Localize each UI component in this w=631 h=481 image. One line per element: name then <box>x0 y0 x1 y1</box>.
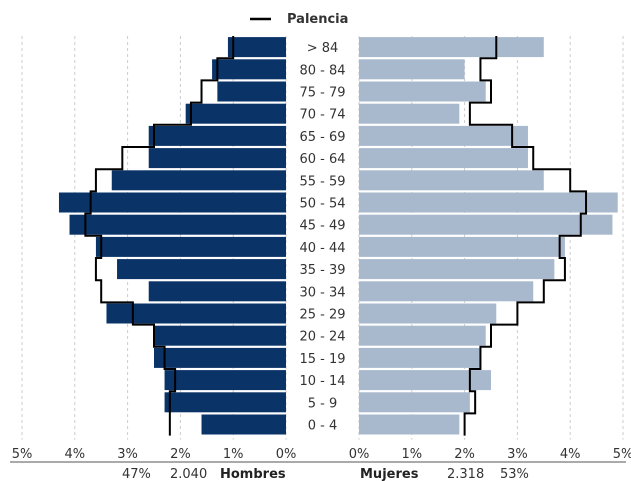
female-bar[interactable] <box>359 392 470 413</box>
x-tick-right: 5% <box>613 447 631 462</box>
male-bar[interactable] <box>217 81 286 102</box>
x-tick-left: 5% <box>12 447 33 462</box>
female-bar[interactable] <box>359 59 465 80</box>
male-bar[interactable] <box>95 236 286 257</box>
age-label: 55 - 59 <box>299 174 345 189</box>
age-labels: > 84 80 - 84 75 - 79 70 - 74 65 - 69 60 - 64 5… <box>299 41 345 433</box>
age-label: 20 - 24 <box>299 330 345 345</box>
age-label: 35 - 39 <box>299 263 345 278</box>
female-bar[interactable] <box>359 81 486 102</box>
male-bar[interactable] <box>148 281 286 302</box>
female-bar[interactable] <box>359 414 460 435</box>
male-percent: 47% <box>122 467 151 481</box>
female-bar[interactable] <box>359 37 544 58</box>
male-bar[interactable] <box>58 192 287 213</box>
age-label: 65 - 69 <box>299 130 345 145</box>
x-tick-left: 4% <box>64 447 85 462</box>
x-tick-left: 0% <box>276 447 297 462</box>
female-bar[interactable] <box>359 192 618 213</box>
age-label: 45 - 49 <box>299 219 345 234</box>
age-label: 5 - 9 <box>308 396 338 411</box>
x-tick-right: 3% <box>507 447 528 462</box>
x-tick-right: 0% <box>349 447 370 462</box>
female-label: Mujeres <box>360 467 419 481</box>
female-bar[interactable] <box>359 370 491 391</box>
male-bar[interactable] <box>106 303 286 324</box>
palencia-outlines <box>84 36 588 436</box>
x-tick-left: 3% <box>117 447 138 462</box>
palencia-outline-female <box>463 36 588 436</box>
male-bar[interactable] <box>212 59 286 80</box>
x-tick-left: 1% <box>223 447 244 462</box>
male-bar[interactable] <box>117 259 286 280</box>
palencia-outline-male <box>84 36 235 436</box>
female-bar[interactable] <box>359 259 555 280</box>
age-label: 75 - 79 <box>299 86 345 101</box>
x-tick-right: 1% <box>401 447 422 462</box>
age-label: 30 - 34 <box>299 285 345 300</box>
female-bar[interactable] <box>359 214 613 235</box>
age-label: 40 - 44 <box>299 241 345 256</box>
male-bar[interactable] <box>227 37 286 58</box>
x-tick-left: 2% <box>170 447 191 462</box>
female-bar[interactable] <box>359 236 565 257</box>
male-bar[interactable] <box>185 103 286 124</box>
female-bar[interactable] <box>359 170 544 191</box>
age-label: > 84 <box>307 41 339 56</box>
female-bar[interactable] <box>359 125 528 146</box>
male-bar[interactable] <box>148 148 286 169</box>
male-bar[interactable] <box>164 392 286 413</box>
axis-ticks: 5% 4% 3% 2% 1% 0% 0% 1% 2% 3% 4% 5% <box>12 447 631 462</box>
male-bar[interactable] <box>154 325 286 346</box>
female-bar[interactable] <box>359 281 534 302</box>
legend[interactable]: Palencia <box>250 12 348 27</box>
male-bar[interactable] <box>148 125 286 146</box>
x-tick-right: 4% <box>560 447 581 462</box>
male-bar[interactable] <box>69 214 287 235</box>
male-bar[interactable] <box>201 414 286 435</box>
female-bar[interactable] <box>359 347 481 368</box>
age-label: 0 - 4 <box>308 419 338 434</box>
bars <box>58 37 618 435</box>
legend-label: Palencia <box>287 12 348 27</box>
female-bar[interactable] <box>359 148 528 169</box>
age-label: 60 - 64 <box>299 152 345 167</box>
male-bar[interactable] <box>154 347 286 368</box>
female-bar[interactable] <box>359 325 486 346</box>
x-tick-right: 2% <box>454 447 475 462</box>
age-label: 25 - 29 <box>299 308 345 323</box>
age-label: 15 - 19 <box>299 352 345 367</box>
age-label: 10 - 14 <box>299 374 345 389</box>
male-count: 2.040 <box>170 467 207 481</box>
male-bar[interactable] <box>111 170 286 191</box>
female-percent: 53% <box>500 467 529 481</box>
age-label: 50 - 54 <box>299 197 345 212</box>
footer: 47% 2.040 Hombres Mujeres 2.318 53% <box>122 467 529 481</box>
male-bar[interactable] <box>164 370 286 391</box>
age-label: 70 - 74 <box>299 108 345 123</box>
female-bar[interactable] <box>359 303 497 324</box>
female-bar[interactable] <box>359 103 460 124</box>
male-label: Hombres <box>220 467 286 481</box>
age-label: 80 - 84 <box>299 63 345 78</box>
female-count: 2.318 <box>447 467 484 481</box>
